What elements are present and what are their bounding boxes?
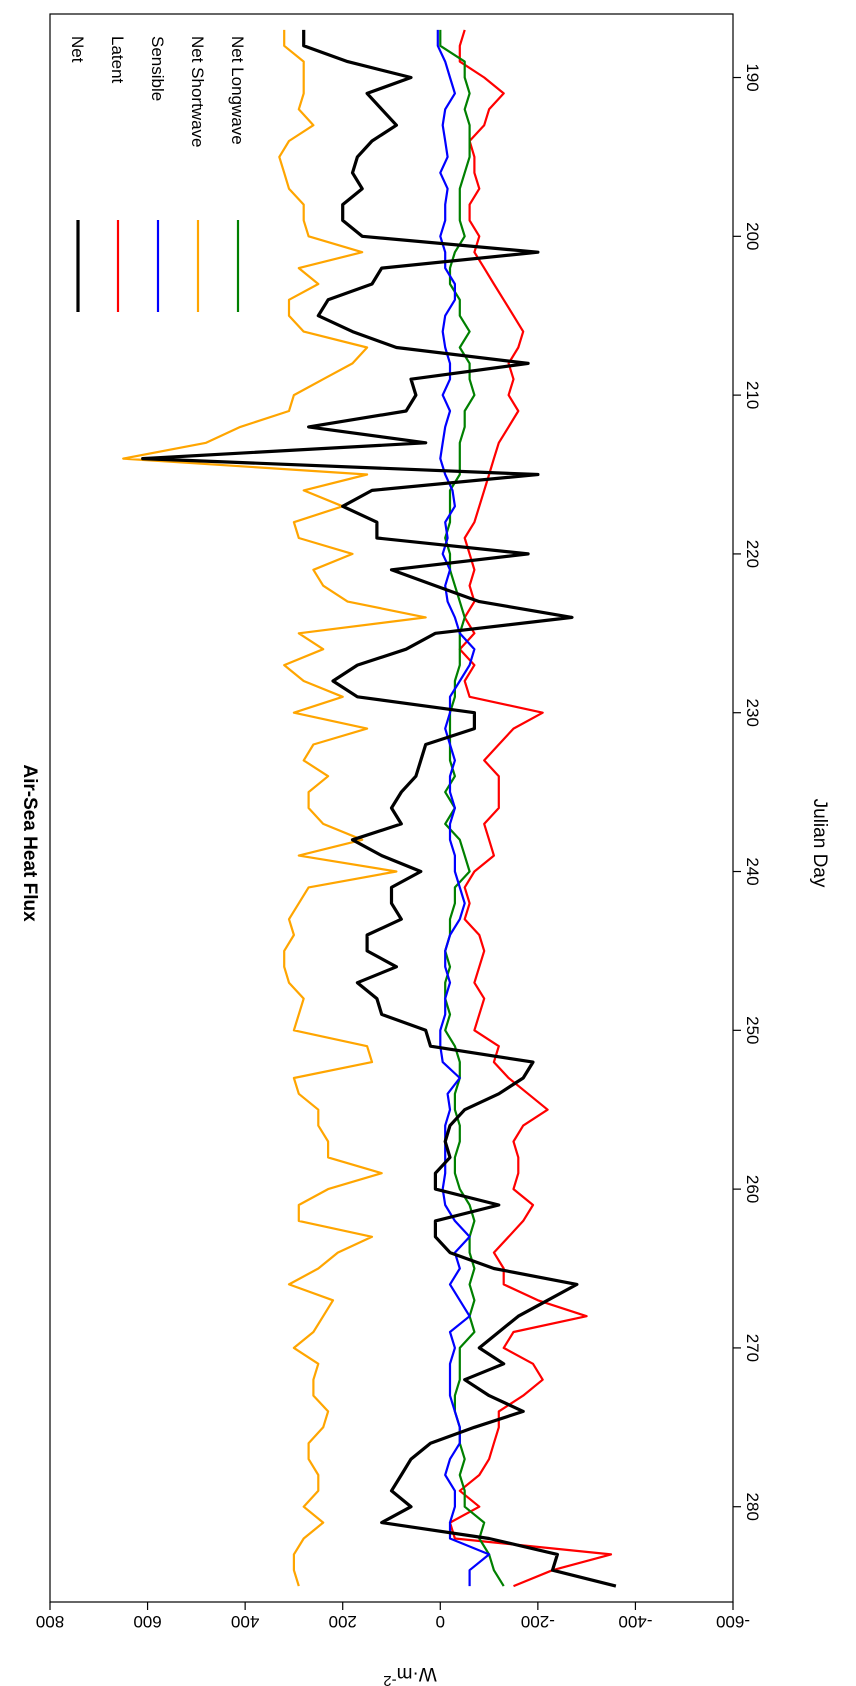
- y-tick-label: 200: [329, 1612, 357, 1631]
- x-tick-label: 280: [743, 1493, 762, 1521]
- x-tick-label: 230: [743, 699, 762, 727]
- y-tick-label: -200: [521, 1612, 555, 1631]
- x-tick-label: 190: [743, 63, 762, 91]
- x-tick-label: 250: [743, 1016, 762, 1044]
- x-tick-label: 200: [743, 222, 762, 250]
- y-axis-title-exponent: -2: [383, 1672, 396, 1686]
- y-tick-label: -400: [618, 1612, 652, 1631]
- x-tick-label: 240: [743, 857, 762, 885]
- y-tick-label: 800: [36, 1612, 64, 1631]
- y-tick-label: -600: [716, 1612, 750, 1631]
- legend-label-latent: Latent: [108, 36, 127, 84]
- legend-label-sensible: Sensible: [148, 36, 167, 101]
- legend-label-net: Net: [68, 36, 87, 63]
- y-tick-label: 600: [133, 1612, 161, 1631]
- legend-label-net-shortwave: Net Shortwave: [188, 36, 207, 148]
- y-tick-label: 0: [436, 1612, 445, 1631]
- x-tick-label: 220: [743, 540, 762, 568]
- x-tick-label: 260: [743, 1175, 762, 1203]
- y-axis-title-base: W·m: [397, 1663, 437, 1684]
- chart-title: Air-Sea Heat Flux: [19, 764, 40, 922]
- x-axis-title: Julian Day: [809, 799, 830, 888]
- y-tick-label: 400: [231, 1612, 259, 1631]
- legend-label-net-longwave: Net Longwave: [228, 36, 247, 145]
- x-tick-label: 210: [743, 381, 762, 409]
- x-tick-label: 270: [743, 1334, 762, 1362]
